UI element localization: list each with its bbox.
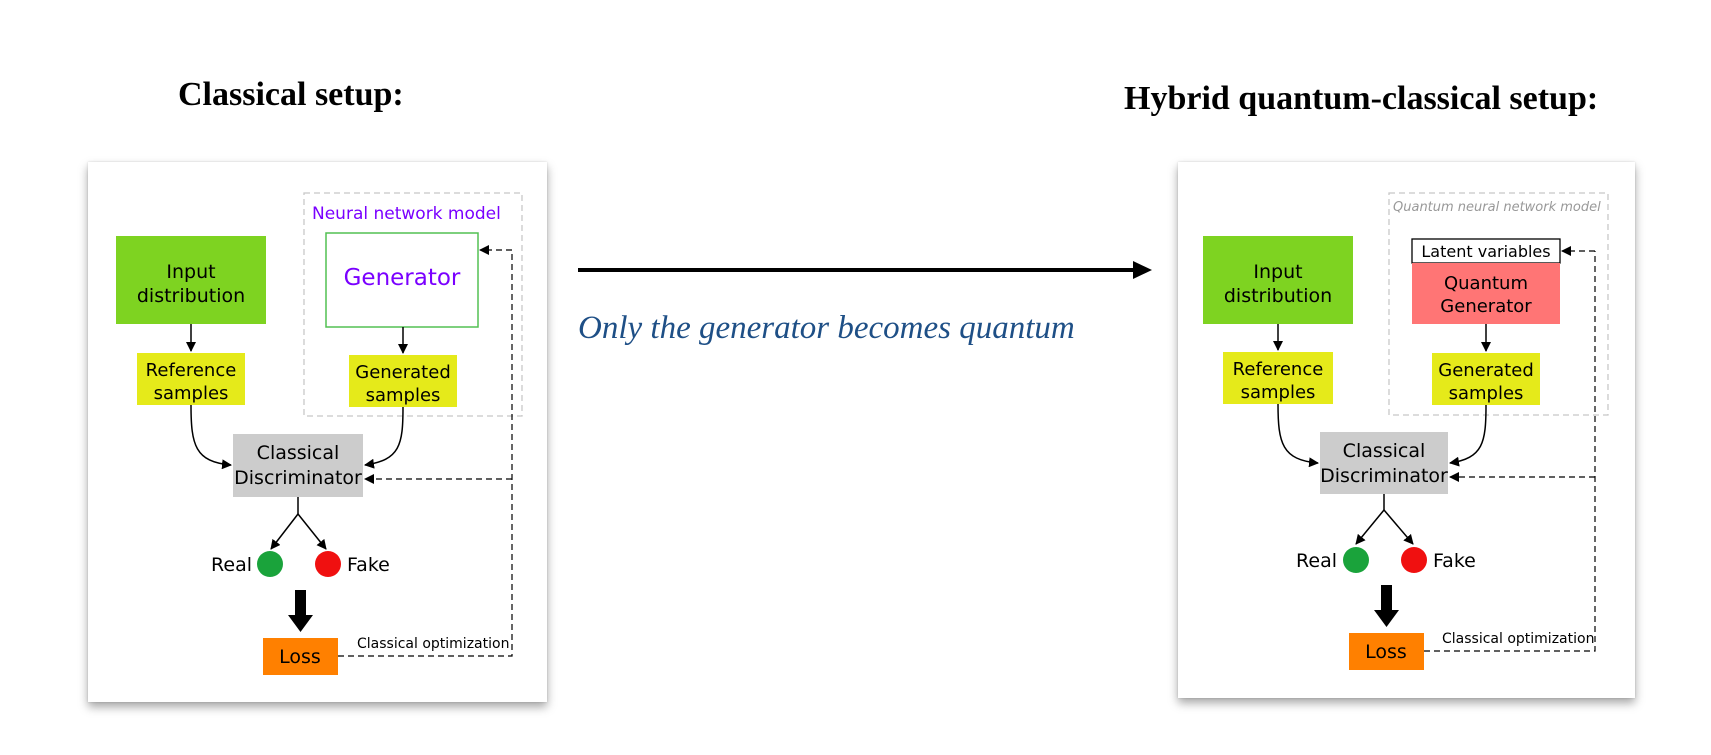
loss-arrow-head	[288, 615, 313, 632]
classical-setup-title: Classical setup:	[178, 76, 404, 113]
latent-variables-label: Latent variables	[1421, 242, 1550, 261]
loss-arrow-shaft	[295, 590, 306, 617]
generated-to-discriminator-arrow	[1449, 404, 1487, 467]
loss-arrow-head	[1374, 610, 1399, 627]
reference-label-line2: samples	[1241, 382, 1316, 403]
model-label: Neural network model	[312, 204, 501, 224]
quantum-model-region	[1388, 192, 1609, 416]
discriminator-label-line2: Discriminator	[234, 467, 362, 489]
generated-samples-box	[349, 355, 457, 407]
generated-samples-box	[1432, 353, 1540, 405]
reference-to-discriminator-arrow	[190, 404, 232, 470]
reference-samples-box	[1223, 352, 1333, 404]
to-real-arrow	[1355, 509, 1385, 545]
optimization-label: Classical optimization	[357, 636, 509, 652]
discriminator-box	[1320, 432, 1448, 494]
real-label: Real	[211, 554, 252, 576]
reference-label-line1: Reference	[1233, 359, 1324, 380]
generated-label-line2: samples	[366, 385, 441, 406]
reference-samples-box	[137, 353, 245, 405]
fake-dot	[1401, 547, 1427, 573]
generator-box	[325, 232, 479, 328]
discriminator-label-line1: Classical	[1343, 440, 1426, 462]
fake-dot	[315, 551, 341, 577]
loss-box	[1349, 633, 1424, 670]
fake-label: Fake	[347, 554, 390, 576]
quantum-generator-box	[1412, 263, 1560, 324]
generator-label: Generator	[344, 265, 461, 291]
quantum-generator-label-line2: Generator	[1440, 296, 1532, 317]
loss-label: Loss	[279, 646, 321, 668]
loss-label: Loss	[1365, 641, 1407, 663]
transition-caption: Only the generator becomes quantum	[578, 310, 1075, 346]
real-dot	[257, 551, 283, 577]
latent-variables-box	[1411, 238, 1561, 264]
to-fake-arrow	[297, 513, 327, 550]
hybrid-setup-title: Hybrid quantum-classical setup:	[1124, 80, 1599, 117]
generated-label-line1: Generated	[1438, 360, 1534, 381]
reference-label-line2: samples	[154, 383, 229, 404]
loss-box	[263, 638, 338, 675]
reference-label-line1: Reference	[146, 360, 237, 381]
real-dot	[1343, 547, 1369, 573]
transition-arrow	[578, 261, 1152, 279]
model-region	[303, 192, 523, 417]
discriminator-label-line1: Classical	[257, 442, 340, 464]
classical-setup-panel: Neural network model Input distribution …	[88, 162, 547, 702]
generated-label-line1: Generated	[355, 362, 451, 383]
real-label: Real	[1296, 550, 1337, 572]
optimization-label: Classical optimization	[1442, 631, 1594, 647]
hybrid-setup-panel: Quantum neural network model Latent vari…	[1178, 162, 1635, 698]
input-label-line2: distribution	[1224, 285, 1332, 307]
reference-to-discriminator-arrow	[1277, 403, 1319, 468]
input-distribution-box	[116, 236, 266, 324]
input-label-line1: Input	[166, 261, 215, 283]
optimization-feedback-line	[338, 250, 513, 657]
input-label-line1: Input	[1253, 261, 1302, 283]
discriminator-label-line2: Discriminator	[1320, 465, 1448, 487]
input-distribution-box	[1203, 236, 1353, 324]
generated-label-line2: samples	[1449, 383, 1524, 404]
quantum-model-label: Quantum neural network model	[1393, 200, 1601, 215]
optimization-feedback-line	[1424, 251, 1596, 652]
loss-arrow-shaft	[1381, 585, 1392, 612]
quantum-generator-label-line1: Quantum	[1444, 273, 1528, 294]
fake-label: Fake	[1433, 550, 1476, 572]
discriminator-box	[233, 434, 363, 497]
to-fake-arrow	[1383, 509, 1414, 545]
input-label-line2: distribution	[137, 285, 245, 307]
generated-to-discriminator-arrow	[364, 406, 404, 469]
to-real-arrow	[270, 513, 299, 550]
